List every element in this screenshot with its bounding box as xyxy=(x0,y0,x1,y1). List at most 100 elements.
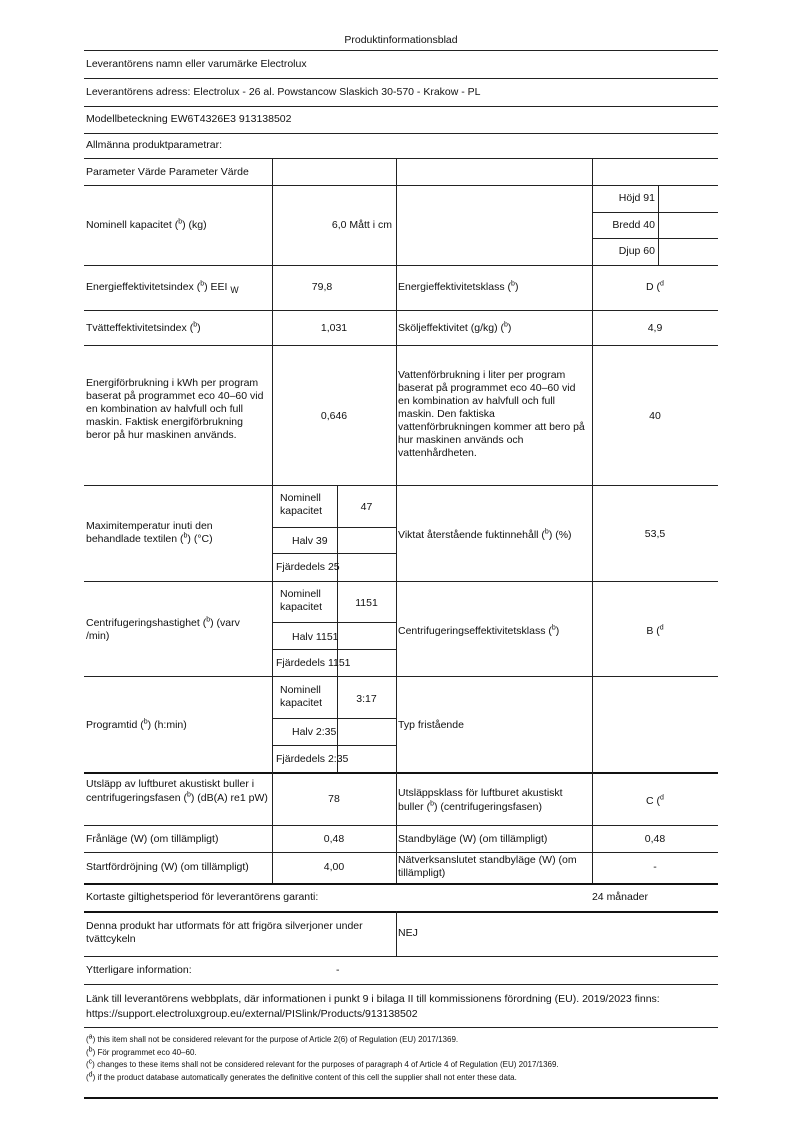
table-line xyxy=(84,158,718,159)
table-line xyxy=(84,185,718,186)
network-standby-value: - xyxy=(653,861,657,873)
water-consumption-value: 40 xyxy=(649,410,661,422)
noise-class-label: Utsläppsklass för luftburet akustiskt bu… xyxy=(398,787,563,813)
divider xyxy=(84,78,718,79)
supplier-link-text: Länk till leverantörens webbplats, där i… xyxy=(86,993,660,1020)
program-time-label: Programtid (b) (h:min) xyxy=(86,718,187,732)
table-line xyxy=(272,649,396,650)
max-temp-label: Maximitemperatur inuti den behandlade te… xyxy=(86,520,213,545)
table-line xyxy=(84,676,718,677)
spin-speed-label: Centrifugeringshastighet (b) (varv /min) xyxy=(86,616,240,643)
table-header: Parameter Värde Parameter Värde xyxy=(86,166,249,178)
eei-value: 79,8 xyxy=(311,281,333,293)
noise-class-value: C (d xyxy=(646,794,664,808)
wash-index-label: Tvätteffektivitetsindex (b) xyxy=(86,321,201,335)
eei-label: Energieffektivitetsindex (b) EEI W xyxy=(86,280,239,296)
table-line xyxy=(84,956,718,957)
divider xyxy=(84,50,718,51)
noise-label: Utsläpp av luftburet akustiskt buller i … xyxy=(86,778,268,804)
general-params-heading: Allmänna produktparametrar: xyxy=(86,139,222,151)
table-line xyxy=(84,581,718,582)
warranty-value: 24 månader xyxy=(591,891,649,903)
table-line xyxy=(272,718,396,719)
spin-class-label: Centrifugeringseffektivitetsklass (b) xyxy=(398,624,560,638)
table-line xyxy=(84,1027,718,1028)
supplier-name: Leverantörens namn eller varumärke Elect… xyxy=(86,58,307,70)
spin-nominal-label: Nominell kapacitet xyxy=(280,588,323,613)
spin-quarter: Fjärdedels 1151 xyxy=(276,657,351,669)
table-line xyxy=(272,622,396,623)
delay-start-value: 4,00 xyxy=(323,861,345,873)
rinse-label: Sköljeffektivitet (g/kg) (b) xyxy=(398,321,512,335)
table-line xyxy=(592,238,718,239)
network-standby-label: Nätverksanslutet standbyläge (W) (om til… xyxy=(398,854,577,879)
silver-ions-label: Denna produkt har utformats för att frig… xyxy=(86,920,363,945)
time-nominal-value: 3:17 xyxy=(356,693,377,705)
warranty-label: Kortaste giltighetsperiod för leverantör… xyxy=(86,891,319,903)
energy-class-value: D (d xyxy=(646,280,664,294)
table-line xyxy=(658,185,659,265)
width-value: Bredd 40 xyxy=(612,219,655,231)
time-half: Halv 2:35 xyxy=(292,726,337,738)
delay-start-label: Startfördröjning (W) (om tillämpligt) xyxy=(86,861,249,873)
footnote: (a) this item shall not be considered re… xyxy=(86,1033,459,1044)
off-mode-value: 0,48 xyxy=(323,833,345,845)
table-line xyxy=(272,745,396,746)
table-line xyxy=(592,212,718,213)
table-line xyxy=(84,852,718,853)
table-line xyxy=(337,485,338,772)
table-line xyxy=(272,158,273,883)
footnote: (d) if the product database automaticall… xyxy=(86,1070,517,1082)
table-line xyxy=(84,265,718,266)
standby-value: 0,48 xyxy=(644,833,666,845)
temp-half: Halv 39 xyxy=(292,535,328,547)
moisture-label: Viktat återstående fuktinnehåll (b) (%) xyxy=(398,528,572,542)
depth-value: Djup 60 xyxy=(618,245,655,257)
table-line xyxy=(84,911,718,913)
footnote: (c) changes to these items shall not be … xyxy=(86,1058,559,1069)
table-line xyxy=(272,553,396,554)
time-nominal-label: Nominell kapacitet xyxy=(280,684,323,709)
table-line xyxy=(84,984,718,985)
table-line xyxy=(84,825,718,826)
temp-nominal-label: Nominell kapacitet xyxy=(280,492,323,517)
table-line xyxy=(84,772,718,774)
document-title: Produktinformationsblad xyxy=(344,34,458,46)
capacity-value: 6,0 Mått i cm xyxy=(331,219,392,231)
table-line xyxy=(396,911,397,956)
water-consumption-label: Vattenförbrukning i liter per program ba… xyxy=(398,369,585,459)
capacity-label: Nominell kapacitet (b) (kg) xyxy=(86,218,207,232)
noise-value: 78 xyxy=(328,793,340,805)
table-line xyxy=(272,527,396,528)
model-identifier: Modellbeteckning EW6T4326E3 913138502 xyxy=(86,113,292,125)
energy-consumption-label: Energiförbrukning i kWh per program base… xyxy=(86,377,264,441)
spin-nominal-value: 1151 xyxy=(355,597,378,609)
divider xyxy=(84,106,718,107)
footnote: (b) För programmet eco 40–60. xyxy=(86,1045,197,1057)
spin-half: Halv 1151 xyxy=(292,631,339,643)
energy-consumption-value: 0,646 xyxy=(320,410,348,422)
table-line xyxy=(84,310,718,311)
footnotes: (a) this item shall not be considered re… xyxy=(86,1033,559,1084)
off-mode-label: Frånläge (W) (om tillämpligt) xyxy=(86,833,219,845)
type-label: Typ fristående xyxy=(398,719,464,731)
table-line xyxy=(84,1097,718,1099)
temp-nominal-value: 47 xyxy=(360,501,373,513)
divider xyxy=(84,133,718,134)
energy-class-label: Energieffektivitetsklass (b) xyxy=(398,280,519,294)
extra-info-label: Ytterligare information: xyxy=(86,964,192,976)
standby-label: Standbyläge (W) (om tillämpligt) xyxy=(398,833,548,845)
wash-index-value: 1,031 xyxy=(320,322,348,334)
silver-ions-value: NEJ xyxy=(398,927,418,939)
supplier-address: Leverantörens adress: Electrolux - 26 al… xyxy=(86,86,481,98)
spin-class-value: B (d xyxy=(646,624,664,638)
table-line xyxy=(592,158,593,883)
height-value: Höjd 91 xyxy=(618,192,655,204)
table-line xyxy=(396,158,397,883)
rinse-value: 4,9 xyxy=(647,322,663,334)
time-quarter: Fjärdedels 2:35 xyxy=(276,753,349,765)
table-line xyxy=(84,485,718,486)
moisture-value: 53,5 xyxy=(644,528,666,540)
table-line xyxy=(84,345,718,346)
extra-info-value: - xyxy=(336,964,340,976)
